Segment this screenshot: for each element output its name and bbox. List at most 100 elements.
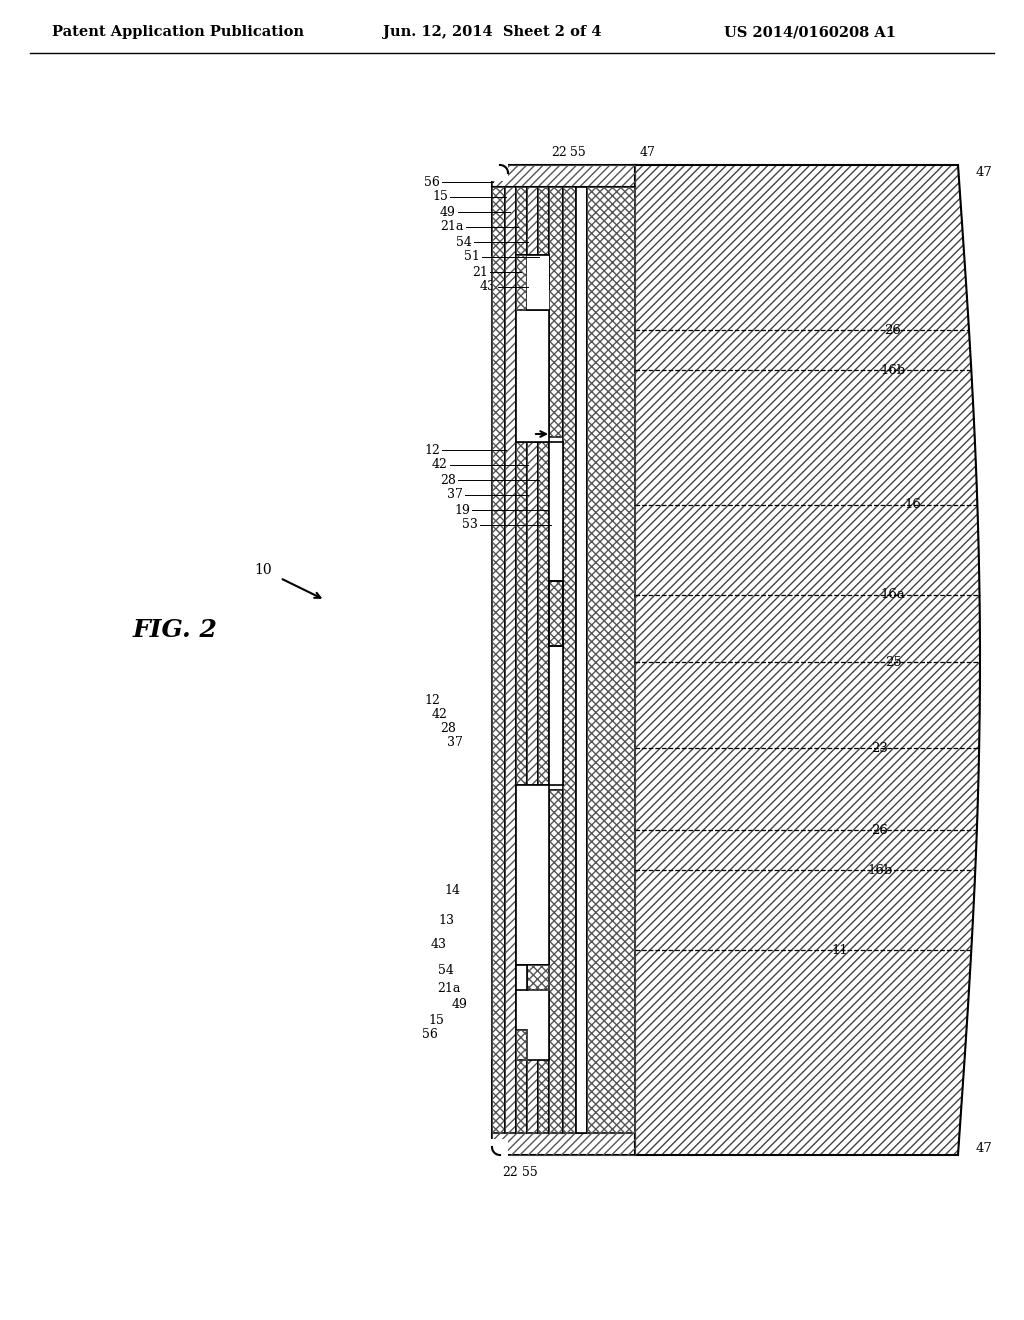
Text: 22: 22 [502,1166,518,1179]
Bar [516,965,549,1060]
Bar [549,442,563,581]
Bar [492,165,635,187]
Text: 42: 42 [432,709,449,722]
Bar [516,785,549,965]
Bar [492,187,507,255]
Text: 43: 43 [480,281,496,293]
Bar [488,161,508,181]
Bar [527,442,538,785]
Bar [527,965,549,990]
Bar [492,187,507,255]
Text: 25: 25 [885,656,901,668]
Bar [575,187,587,1133]
Bar [527,442,538,785]
Bar [492,1060,527,1105]
Bar [492,165,635,187]
Bar [492,1133,635,1155]
Text: 16a: 16a [881,589,905,602]
Bar [587,187,635,1133]
Bar [516,1030,527,1060]
Bar [492,1060,507,1133]
Bar [516,187,527,310]
Bar [549,645,563,785]
Text: 28: 28 [440,722,456,734]
Bar [492,187,505,1133]
Bar [527,290,549,310]
Text: 10: 10 [254,564,271,577]
Bar [516,442,527,785]
Bar [516,1030,527,1060]
Bar [505,187,516,1133]
Text: 54: 54 [456,235,472,248]
Text: FIG. 2: FIG. 2 [132,618,217,642]
Text: 47: 47 [976,165,992,178]
Bar [549,187,563,437]
Text: Patent Application Publication: Patent Application Publication [52,25,304,40]
Bar [516,255,527,310]
Bar [549,789,563,1133]
Text: 21a: 21a [437,982,461,994]
Text: 49: 49 [453,998,468,1011]
Bar [505,187,516,1133]
Text: 15: 15 [428,1014,444,1027]
Text: 26: 26 [885,323,901,337]
Bar [549,581,563,645]
Text: 21: 21 [472,265,488,279]
Text: 22: 22 [551,145,567,158]
Text: 21a: 21a [440,220,464,234]
Text: 28: 28 [440,474,456,487]
Text: 12: 12 [424,444,440,457]
Text: 11: 11 [831,944,848,957]
Bar [492,1060,527,1105]
Bar [492,210,527,255]
Bar [516,310,549,442]
Bar [516,965,527,1133]
Bar [516,187,527,310]
Bar [527,290,549,310]
Bar [587,187,635,1133]
Bar [563,187,575,1133]
Text: 16: 16 [904,499,922,511]
Bar [492,210,527,255]
Bar [538,442,549,785]
Bar [492,1060,507,1133]
Bar [488,1139,508,1159]
Polygon shape [635,165,980,1155]
Bar [527,187,538,310]
Bar [492,187,505,1133]
Bar [549,581,563,645]
Bar [516,965,527,990]
Text: 56: 56 [424,176,440,189]
Bar [527,255,549,310]
Text: 54: 54 [438,964,454,977]
Bar [516,965,527,1133]
Bar [549,187,563,437]
Text: 23: 23 [871,742,889,755]
Text: 16b: 16b [867,863,893,876]
Bar [538,187,549,310]
Bar [549,789,563,1133]
Text: 19: 19 [454,503,470,516]
Bar [527,187,538,310]
Text: 13: 13 [438,913,454,927]
Text: 51: 51 [464,251,480,264]
Text: 37: 37 [447,735,463,748]
Bar [527,965,549,990]
Text: 26: 26 [871,824,889,837]
Text: 43: 43 [431,939,447,952]
Bar [516,255,527,310]
Text: Jun. 12, 2014  Sheet 2 of 4: Jun. 12, 2014 Sheet 2 of 4 [383,25,601,40]
Text: 55: 55 [522,1166,538,1179]
Bar [538,965,549,1133]
Text: 47: 47 [976,1142,992,1155]
Text: 55: 55 [570,145,586,158]
Text: 56: 56 [422,1028,438,1041]
Bar [516,255,549,310]
Bar [538,965,549,1133]
Text: 16b: 16b [881,363,905,376]
Bar [516,290,527,310]
Text: 37: 37 [447,488,463,502]
Text: 49: 49 [440,206,456,219]
Bar [527,965,538,1133]
Text: 12: 12 [424,693,440,706]
